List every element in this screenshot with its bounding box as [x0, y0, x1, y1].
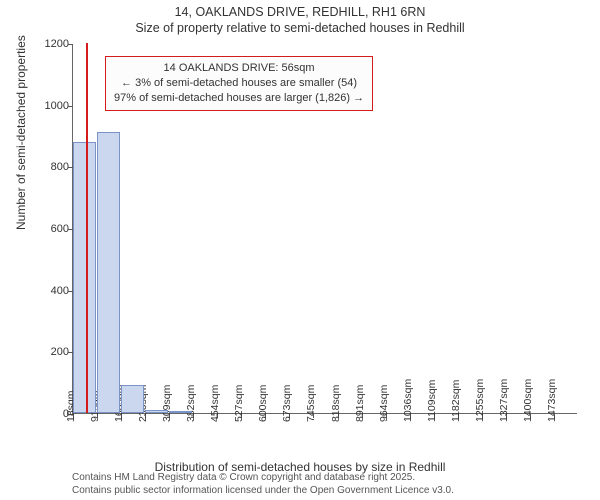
x-tick-label: 527sqm — [233, 385, 245, 422]
annotation-line: 97% of semi-detached houses are larger (… — [114, 91, 364, 106]
x-tick-label: 600sqm — [257, 385, 269, 422]
annotation-box: 14 OAKLANDS DRIVE: 56sqm← 3% of semi-det… — [105, 56, 373, 111]
annotation-line: 14 OAKLANDS DRIVE: 56sqm — [114, 61, 364, 76]
x-tick-label: 1400sqm — [522, 379, 534, 422]
histogram-bar — [97, 132, 120, 413]
annotation-line: ← 3% of semi-detached houses are smaller… — [114, 76, 364, 91]
y-axis-label: Number of semi-detached properties — [14, 35, 28, 230]
y-tick-mark — [68, 44, 73, 45]
footer-line-2: Contains public sector information licen… — [72, 485, 454, 498]
x-tick-label: 1182sqm — [450, 380, 462, 422]
x-tick-label: 309sqm — [161, 385, 173, 422]
y-tick-label: 800 — [29, 161, 69, 173]
y-tick-mark — [68, 106, 73, 107]
chart-title: 14, OAKLANDS DRIVE, REDHILL, RH1 6RN Siz… — [0, 0, 600, 37]
y-tick-label: 1200 — [29, 38, 69, 50]
x-tick-label: 1327sqm — [498, 379, 510, 422]
chart-plot-area: 02004006008001000120018sqm91sqm163sqm236… — [72, 44, 577, 414]
x-tick-label: 964sqm — [378, 385, 390, 422]
y-tick-label: 200 — [29, 346, 69, 358]
title-line-1: 14, OAKLANDS DRIVE, REDHILL, RH1 6RN — [0, 4, 600, 20]
x-tick-label: 818sqm — [330, 385, 342, 422]
x-tick-label: 1473sqm — [546, 379, 558, 422]
histogram-bar — [73, 142, 96, 413]
y-tick-label: 600 — [29, 223, 69, 235]
y-tick-label: 1000 — [29, 100, 69, 112]
y-tick-label: 400 — [29, 285, 69, 297]
x-tick-label: 382sqm — [185, 385, 197, 422]
footer-line-1: Contains HM Land Registry data © Crown c… — [72, 472, 454, 485]
x-tick-label: 891sqm — [354, 385, 366, 422]
x-tick-label: 673sqm — [281, 385, 293, 422]
x-tick-label: 1109sqm — [426, 380, 438, 422]
histogram-bar — [145, 410, 168, 413]
title-line-2: Size of property relative to semi-detach… — [0, 20, 600, 36]
y-tick-label: 0 — [29, 408, 69, 420]
property-marker-line — [86, 43, 88, 413]
histogram-bar — [121, 385, 144, 413]
x-tick-label: 454sqm — [209, 385, 221, 422]
x-tick-label: 1036sqm — [402, 379, 414, 422]
histogram-bar — [169, 411, 192, 413]
x-tick-label: 745sqm — [305, 385, 317, 422]
x-tick-label: 1255sqm — [474, 379, 486, 422]
footer-attribution: Contains HM Land Registry data © Crown c… — [72, 472, 454, 497]
